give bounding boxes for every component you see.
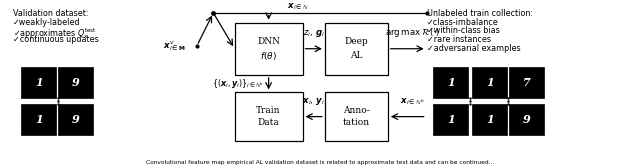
Text: Convolutional feature map empirical AL validation dataset is related to approxim: Convolutional feature map empirical AL v… — [146, 160, 494, 165]
Text: Unlabeled train collection:: Unlabeled train collection: — [427, 9, 532, 18]
Text: $\{(\boldsymbol{x}_i,\boldsymbol{y}_i)\}_{i\in\mathbb{N}^b}$: $\{(\boldsymbol{x}_i,\boldsymbol{y}_i)\}… — [212, 77, 264, 90]
Text: Anno-: Anno- — [343, 106, 370, 115]
Text: Train: Train — [257, 106, 281, 115]
Text: $\mathrm{arg\,max}\;\mathcal{R}(\cdot)$: $\mathrm{arg\,max}\;\mathcal{R}(\cdot)$ — [385, 26, 440, 39]
Bar — [509, 67, 544, 98]
Text: 1: 1 — [35, 77, 43, 88]
Bar — [235, 92, 303, 141]
Text: $\boldsymbol{x}_{i\in\mathbb{N}}$: $\boldsymbol{x}_{i\in\mathbb{N}}$ — [287, 1, 308, 12]
Text: Data: Data — [258, 118, 280, 127]
Text: $\boldsymbol{x}_{i\in\mathbb{N}^b}$: $\boldsymbol{x}_{i\in\mathbb{N}^b}$ — [400, 96, 424, 107]
Text: ✓continuous updates: ✓continuous updates — [13, 35, 99, 44]
Bar — [21, 67, 56, 98]
Bar — [325, 23, 388, 75]
Bar — [433, 67, 468, 98]
Text: 1: 1 — [486, 77, 493, 88]
Text: DNN: DNN — [257, 37, 280, 47]
Text: AL: AL — [350, 51, 363, 60]
Text: tation: tation — [343, 118, 370, 127]
Text: 9: 9 — [523, 114, 531, 125]
Bar — [472, 104, 507, 135]
Bar — [472, 67, 507, 98]
Text: 1: 1 — [447, 114, 455, 125]
Text: 1: 1 — [35, 114, 43, 125]
Text: 9: 9 — [72, 114, 79, 125]
Bar — [58, 67, 93, 98]
Text: 1: 1 — [486, 114, 493, 125]
Bar — [235, 23, 303, 75]
Text: $\boldsymbol{x}_i,\,\boldsymbol{y}_i$: $\boldsymbol{x}_i,\,\boldsymbol{y}_i$ — [302, 96, 325, 107]
Text: ✓within-class bias: ✓within-class bias — [427, 26, 499, 35]
Text: ✓approximates $Q_x^{\mathrm{test}}$: ✓approximates $Q_x^{\mathrm{test}}$ — [13, 26, 97, 41]
Text: $\boldsymbol{x}^v_{i\in\mathbf{M}}$: $\boldsymbol{x}^v_{i\in\mathbf{M}}$ — [163, 39, 186, 53]
Text: ✓class-imbalance: ✓class-imbalance — [427, 18, 499, 27]
Text: ✓adversarial examples: ✓adversarial examples — [427, 44, 520, 53]
Bar — [21, 104, 56, 135]
Text: $f(\theta)$: $f(\theta)$ — [260, 50, 277, 61]
Text: 7: 7 — [523, 77, 531, 88]
Text: $z_i,\,\boldsymbol{g}_i$: $z_i,\,\boldsymbol{g}_i$ — [303, 28, 325, 39]
Bar — [325, 92, 388, 141]
Text: ✓weakly-labeled: ✓weakly-labeled — [13, 18, 80, 27]
Bar — [433, 104, 468, 135]
Text: Validation dataset:: Validation dataset: — [13, 9, 88, 18]
Text: 1: 1 — [447, 77, 455, 88]
Bar — [509, 104, 544, 135]
Bar — [58, 104, 93, 135]
Text: ✓rare instances: ✓rare instances — [427, 35, 491, 44]
Text: Deep: Deep — [344, 37, 368, 47]
Text: 9: 9 — [72, 77, 79, 88]
